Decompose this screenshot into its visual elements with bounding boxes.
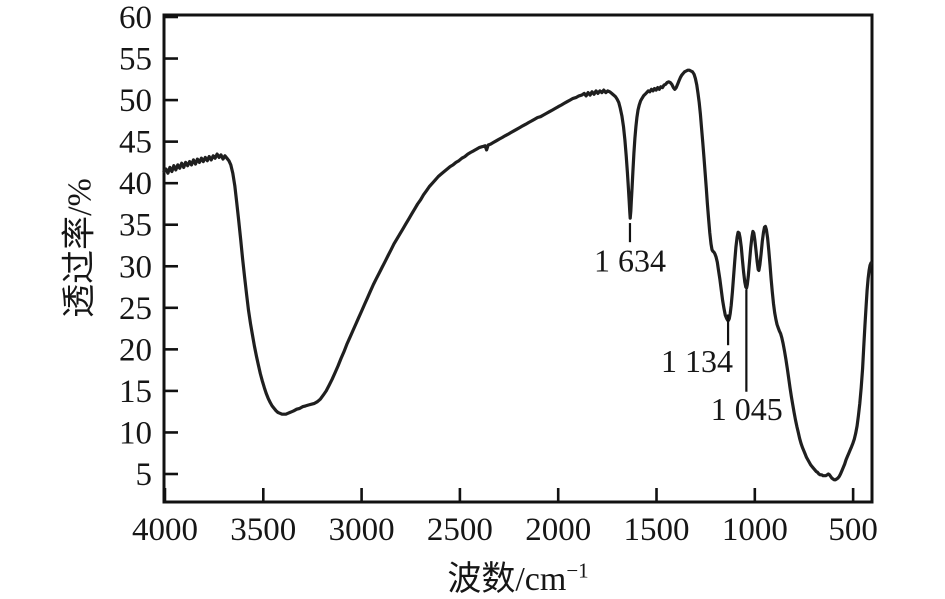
x-tick-label: 3000 [329,512,395,548]
y-tick-label: 15 [119,374,152,410]
y-tick-label: 25 [119,291,152,327]
x-axis-title-text: 波数/cm [447,561,567,598]
x-tick-label: 2500 [427,512,493,548]
y-tick-label: 45 [119,125,152,161]
y-tick-label: 20 [119,332,152,368]
peak-annotation-1134: 1 134 [661,343,733,379]
y-tick-label: 50 [119,83,152,119]
y-tick-label: 40 [119,166,152,202]
y-tick-label: 55 [119,42,152,78]
x-tick-label: 1000 [722,512,788,548]
x-axis-title-superscript: −1 [566,558,589,583]
x-tick-label: 3500 [230,512,296,548]
peak-annotation-1045: 1 045 [711,391,783,427]
plot-frame [162,13,874,504]
spectrum-curve [162,68,873,482]
x-tick-label: 4000 [132,512,198,548]
peak-annotation-1634: 1 634 [594,242,666,278]
y-tick-label: 10 [119,415,152,451]
y-axis-title: 透过率/% [61,178,99,318]
y-tick-label: 35 [119,208,152,244]
x-tick-label: 500 [828,512,878,548]
x-axis-title: 波数/cm−1 [164,551,872,599]
x-tick-label: 1500 [624,512,690,548]
y-tick-label: 60 [119,0,152,36]
x-tick-label: 2000 [525,512,591,548]
y-tick-label: 5 [136,457,153,493]
y-tick-label: 30 [119,249,152,285]
